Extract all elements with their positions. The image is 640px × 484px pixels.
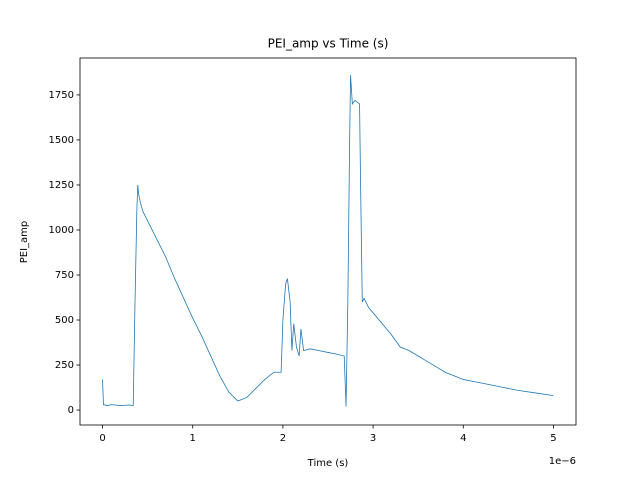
x-tick-label: 1 [190,433,196,444]
data-line [102,75,554,407]
y-tick-label: 1500 [49,135,74,146]
x-offset-label: 1e−6 [549,456,576,467]
y-tick-label: 1750 [49,90,74,101]
y-tick-label: 750 [55,270,74,281]
chart-title: PEI_amp vs Time (s) [268,37,389,51]
x-tick-label: 3 [370,433,376,444]
plot-frame [79,57,577,426]
y-axis-label: PEI_amp [19,221,30,264]
y-tick-label: 250 [55,360,74,371]
x-tick-label: 2 [280,433,286,444]
y-tick-label: 0 [68,405,74,416]
x-axis-label: Time (s) [307,458,349,469]
x-tick-label: 0 [99,433,105,444]
y-tick-label: 1000 [49,225,74,236]
x-tick-label: 4 [460,433,466,444]
x-tick-label: 5 [550,433,556,444]
y-tick-label: 1250 [49,180,74,191]
y-tick-label: 500 [55,315,74,326]
